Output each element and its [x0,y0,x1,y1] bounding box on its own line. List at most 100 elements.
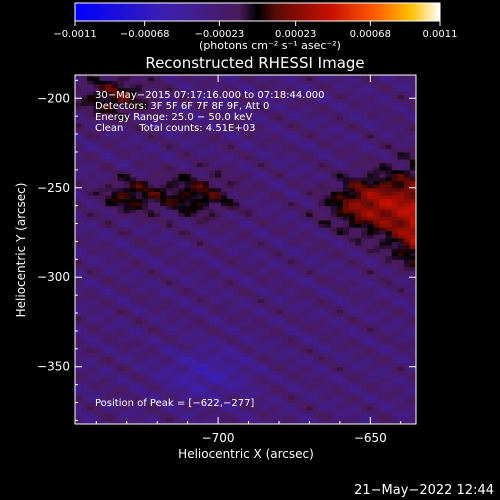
heatmap-cell [239,234,246,239]
heatmap-cell [154,155,161,160]
heatmap-cell [379,284,387,289]
heatmap-cell [221,420,228,424]
heatmap-cell [208,227,216,232]
heatmap-cell [336,198,344,203]
heatmap-cell [111,302,119,307]
heatmap-cell [349,144,356,149]
heatmap-cell [99,180,106,185]
heatmap-cell [239,187,246,192]
heatmap-cell [190,209,198,214]
heatmap-cell [178,112,186,117]
heatmap-cell [239,309,246,314]
heatmap-cell [111,284,119,289]
heatmap-cell [208,295,216,300]
heatmap-cell [233,338,240,343]
heatmap-cell [251,355,259,361]
heatmap-cell [282,363,289,368]
heatmap-cell [318,116,326,121]
heatmap-cell [275,76,283,81]
heatmap-cell [257,216,265,221]
heatmap-cell [349,381,356,386]
heatmap-cell [196,123,204,128]
heatmap-cell [239,345,246,350]
heatmap-cell [154,109,161,114]
heatmap-cell [221,388,228,393]
heatmap-cell [233,123,240,128]
heatmap-cell [288,416,295,421]
heatmap-cell [312,345,320,350]
heatmap-cell [282,248,289,253]
heatmap-cell [208,180,216,185]
heatmap-cell [166,323,173,328]
heatmap-cell [123,366,131,371]
heatmap-cell [178,144,186,149]
heatmap-cell [154,366,161,371]
heatmap-cell [178,345,186,350]
heatmap-cell [263,305,271,310]
heatmap-cell [306,262,313,267]
heatmap-cell [184,101,192,106]
heatmap-cell [227,180,234,185]
heatmap-cell [288,184,295,189]
heatmap-cell [251,348,259,353]
heatmap-cell [221,330,228,336]
heatmap-cell [324,227,332,232]
heatmap-cell [93,198,100,203]
heatmap-cell [257,420,265,424]
heatmap-cell [318,209,326,214]
heatmap-cell [239,180,246,185]
heatmap-cell [349,255,356,260]
heatmap-cell [336,273,344,278]
heatmap-cell [160,91,167,96]
heatmap-cell [208,75,216,78]
heatmap-cell [355,398,362,404]
heatmap-cell [312,155,320,160]
heatmap-cell [135,366,143,371]
heatmap-cell [233,416,240,421]
heatmap-cell [221,309,228,314]
heatmap-cell [318,287,326,293]
heatmap-cell [148,359,155,364]
heatmap-cell [111,173,119,178]
heatmap-cell [379,202,387,207]
heatmap-cell [330,119,338,124]
heatmap-cell [172,345,180,350]
heatmap-cell [373,305,380,310]
heatmap-cell [263,377,271,382]
heatmap-cell [111,202,119,207]
heatmap-cell [367,173,374,178]
heatmap-cell [300,334,307,339]
heatmap-cell [111,366,119,371]
heatmap-cell [202,406,210,411]
heatmap-cell [166,75,173,78]
heatmap-cell [275,305,283,310]
heatmap-cell [172,270,180,275]
heatmap-cell [245,391,253,396]
heatmap-cell [263,134,271,139]
heatmap-cell [148,216,155,221]
heatmap-cell [294,219,301,225]
heatmap-cell [99,83,106,89]
heatmap-cell [288,180,295,185]
heatmap-cell [312,384,320,389]
heatmap-cell [306,323,313,328]
colorbar-tick-label: −0.0011 [53,29,96,40]
heatmap-cell [269,381,277,386]
heatmap-cell [123,119,131,124]
heatmap-cell [288,384,295,389]
heatmap-cell [105,309,113,314]
heatmap-cell [178,159,186,164]
heatmap-cell [306,273,313,278]
heatmap-cell [294,255,301,260]
heatmap-cell [75,216,82,221]
heatmap-cell [215,291,222,296]
heatmap-cell [154,177,161,182]
heatmap-cell [75,302,82,307]
heatmap-cell [300,391,307,396]
heatmap-cell [342,76,350,81]
heatmap-cell [379,406,387,411]
heatmap-cell [330,105,338,110]
heatmap-cell [306,398,313,404]
heatmap-cell [215,406,222,411]
heatmap-cell [336,287,344,293]
